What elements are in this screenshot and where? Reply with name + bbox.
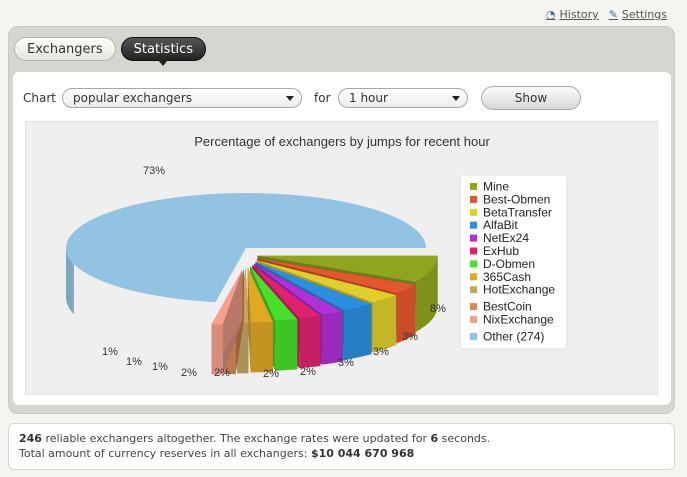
- wrench-icon: ✎: [608, 8, 618, 21]
- pie-slice-other: [66, 193, 427, 303]
- legend-item: BestCoin: [483, 300, 532, 314]
- pie-chart: Percentage of exchangers by jumps for re…: [25, 121, 658, 395]
- legend-swatch: [470, 286, 477, 294]
- legend-swatch: [470, 332, 477, 340]
- chart-controls: Chart popular exchangers for 1 hour Show: [23, 86, 661, 110]
- data-label: 8%: [430, 303, 446, 315]
- legend-box: [459, 174, 568, 350]
- tab-bar: Exchangers Statistics: [14, 37, 207, 66]
- pie-slice-365cash: [247, 267, 273, 373]
- legend-item: HotExchange: [483, 283, 555, 297]
- data-label: 3%: [402, 331, 418, 343]
- chevron-down-icon: [452, 96, 460, 101]
- legend-swatch: [470, 260, 477, 268]
- chart-title: Percentage of exchangers by jumps for re…: [194, 134, 490, 149]
- data-label: 1%: [126, 356, 142, 368]
- pie-slice-other-side: [66, 248, 74, 315]
- top-links: ◔ History ✎ Settings: [546, 8, 667, 21]
- tab-exchangers[interactable]: Exchangers: [14, 37, 116, 61]
- legend-swatch: [470, 221, 477, 229]
- tab-statistics[interactable]: Statistics: [120, 37, 207, 66]
- data-label: 1%: [102, 346, 118, 358]
- legend-swatch: [470, 316, 477, 323]
- update-seconds: 6: [430, 432, 439, 445]
- footer-line-1: 246 reliable exchangers altogether. The …: [19, 432, 491, 445]
- main-panel: Exchangers Statistics Chart popular exch…: [8, 26, 675, 414]
- legend-swatch: [470, 195, 477, 203]
- exchanger-count: 246: [19, 432, 42, 445]
- chevron-down-icon: [286, 96, 294, 101]
- data-label: 1%: [152, 361, 168, 373]
- data-label: 2%: [263, 368, 279, 380]
- footer-line-2: Total amount of currency reserves in all…: [19, 447, 415, 460]
- legend-item: D-Obmen: [483, 257, 535, 271]
- legend-swatch: [470, 247, 477, 255]
- show-button[interactable]: Show: [481, 86, 581, 110]
- data-label: 2%: [300, 366, 316, 378]
- legend-item: NixExchange: [483, 313, 554, 327]
- legend-item: Mine: [483, 180, 509, 194]
- for-label: for: [314, 91, 331, 105]
- pie-slice-nixexchange: [211, 270, 243, 375]
- legend-swatch: [470, 208, 477, 216]
- period-select[interactable]: 1 hour: [338, 88, 468, 108]
- pie-chart-svg: Percentage of exchangers by jumps for re…: [66, 134, 568, 380]
- reserves-amount: $10 044 670 968: [310, 447, 415, 460]
- history-icon: ◔: [545, 8, 556, 21]
- legend-item: 365Cash: [483, 270, 531, 284]
- period-value: 1 hour: [349, 91, 388, 105]
- legend-item: Other (274): [483, 329, 544, 343]
- statistics-content: Chart popular exchangers for 1 hour Show…: [13, 72, 671, 405]
- legend-swatch: [470, 303, 477, 311]
- legend-swatch: [470, 234, 477, 242]
- chart-type-value: popular exchangers: [73, 91, 193, 105]
- legend-item: AlfaBit: [483, 218, 518, 232]
- data-label: 3%: [338, 357, 354, 369]
- history-link[interactable]: ◔ History: [545, 8, 599, 21]
- data-label: 3%: [373, 346, 389, 358]
- settings-link[interactable]: ✎ Settings: [608, 8, 667, 21]
- legend-item: BetaTransfer: [483, 205, 552, 219]
- chart-label: Chart: [23, 91, 56, 105]
- legend-swatch: [470, 273, 477, 281]
- chart-type-select[interactable]: popular exchangers: [62, 88, 302, 108]
- data-label: 73%: [143, 165, 165, 177]
- legend-item: Best-Obmen: [483, 192, 550, 206]
- legend-item: NetEx24: [483, 231, 529, 245]
- chart-legend: MineBest-ObmenBetaTransferAlfaBitNetEx24…: [459, 174, 568, 350]
- footer-info: 246 reliable exchangers altogether. The …: [8, 423, 675, 470]
- legend-item: ExHub: [483, 244, 519, 258]
- data-label: 2%: [181, 367, 197, 379]
- legend-swatch: [470, 183, 477, 190]
- data-label: 2%: [214, 367, 230, 379]
